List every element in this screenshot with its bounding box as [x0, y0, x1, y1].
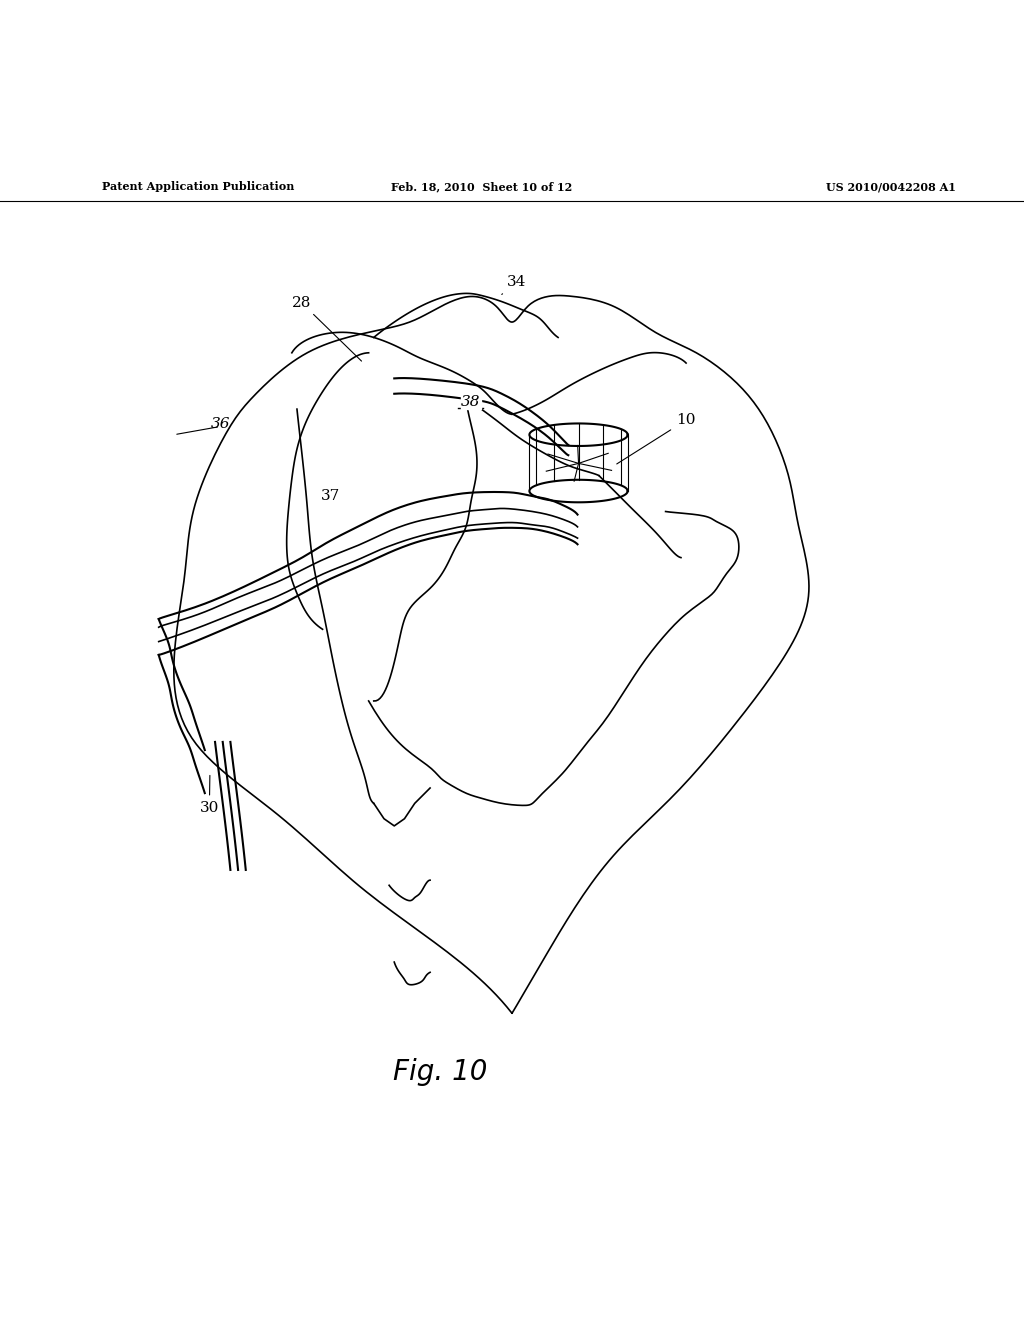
Text: 37: 37 [322, 490, 340, 503]
Text: 38: 38 [461, 395, 481, 409]
Text: US 2010/0042208 A1: US 2010/0042208 A1 [826, 181, 955, 193]
Text: Feb. 18, 2010  Sheet 10 of 12: Feb. 18, 2010 Sheet 10 of 12 [390, 181, 572, 193]
Text: 34: 34 [502, 276, 526, 294]
Text: 10: 10 [616, 413, 695, 463]
Text: 36: 36 [210, 417, 230, 432]
Text: 28: 28 [292, 296, 361, 362]
Text: Patent Application Publication: Patent Application Publication [102, 181, 295, 193]
Text: 30: 30 [200, 775, 219, 814]
Text: Fig. 10: Fig. 10 [393, 1057, 487, 1085]
